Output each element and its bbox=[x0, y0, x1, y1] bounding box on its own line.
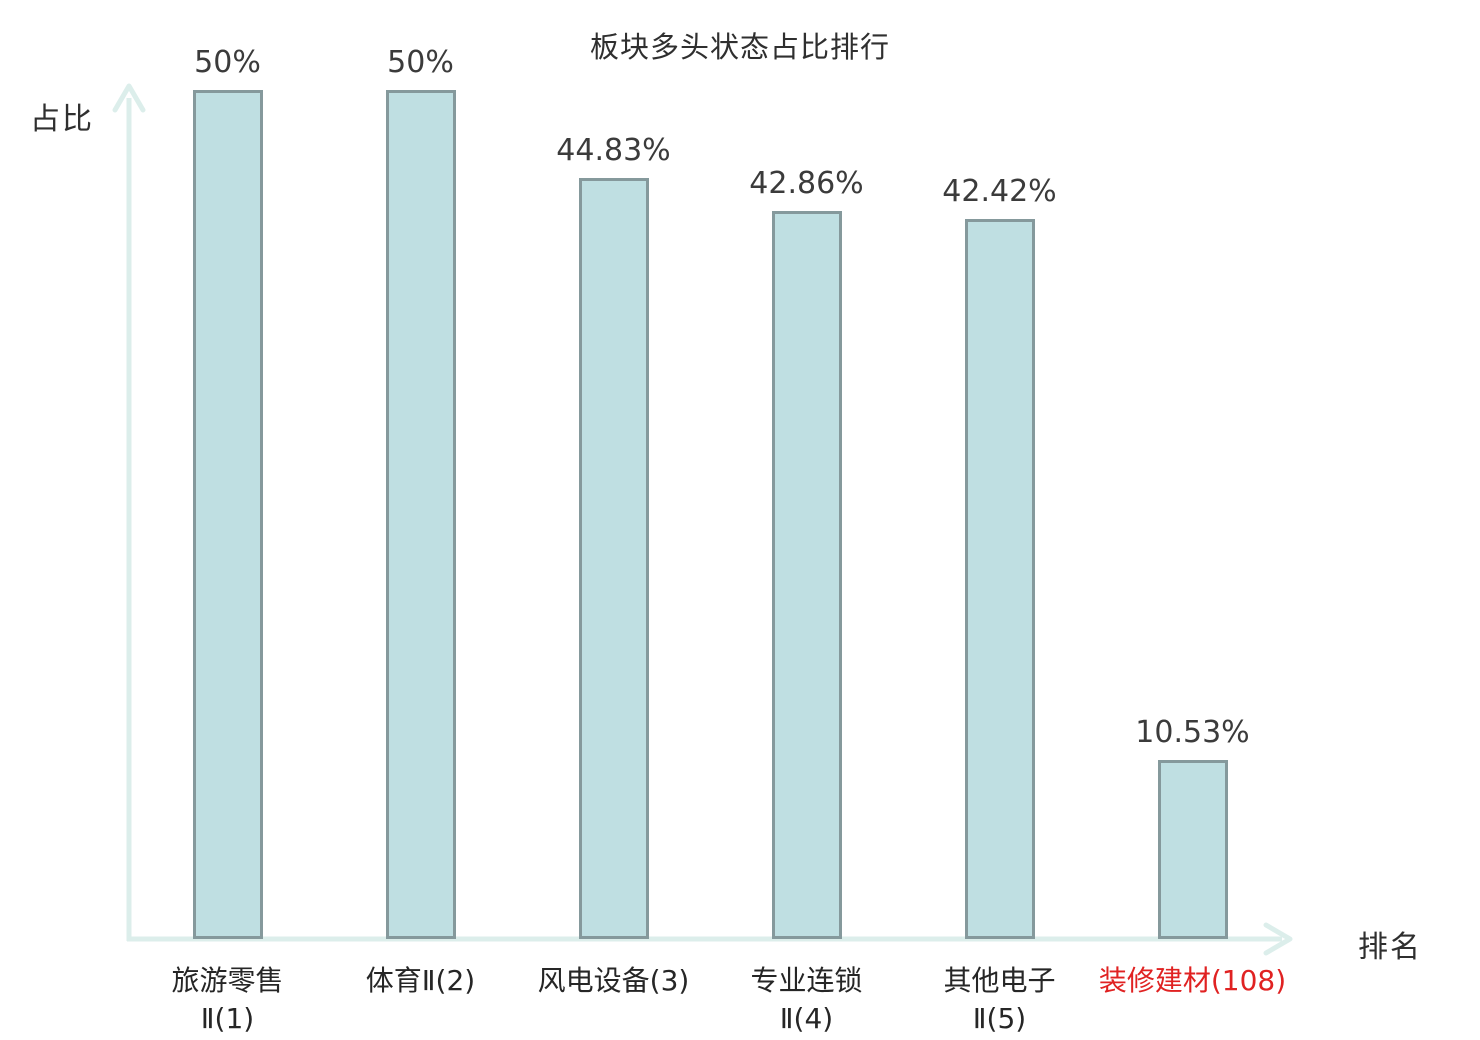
bar bbox=[578, 178, 649, 939]
category-label: 风电设备(3) bbox=[474, 962, 754, 1000]
bar-value-label: 42.42% bbox=[942, 174, 1057, 209]
category-label: 专业连锁 Ⅱ(4) bbox=[667, 962, 947, 1038]
x-axis-label: 排名 bbox=[1358, 930, 1422, 965]
category-label-line: Ⅱ(5) bbox=[972, 1002, 1027, 1035]
category-label-line: 风电设备(3) bbox=[537, 964, 690, 997]
bar-value-label: 42.86% bbox=[749, 166, 864, 201]
category-label: 其他电子 Ⅱ(5) bbox=[860, 962, 1140, 1038]
y-axis-label: 占比 bbox=[30, 102, 94, 137]
bar bbox=[385, 90, 456, 939]
category-label-line: 装修建材(108) bbox=[1098, 964, 1287, 997]
x-axis-arrow-icon bbox=[1263, 922, 1293, 956]
bar bbox=[192, 90, 263, 939]
category-label-line: 其他电子 bbox=[943, 964, 1056, 997]
category-label: 体育Ⅱ(2) bbox=[281, 962, 561, 1000]
bar-value-label: 50% bbox=[194, 45, 261, 80]
category-label-line: Ⅱ(4) bbox=[779, 1002, 834, 1035]
y-axis-arrow-icon bbox=[112, 83, 146, 113]
bar-value-label: 10.53% bbox=[1135, 715, 1250, 750]
bar bbox=[1157, 760, 1228, 939]
bar bbox=[964, 219, 1035, 939]
bar-value-label: 50% bbox=[387, 45, 454, 80]
category-label-line: 体育Ⅱ(2) bbox=[365, 964, 476, 997]
chart-title: 板块多头状态占比排行 bbox=[589, 30, 890, 64]
category-label-line: Ⅱ(1) bbox=[200, 1002, 255, 1035]
category-label-line: 专业连锁 bbox=[750, 964, 863, 997]
bar bbox=[771, 211, 842, 939]
category-label: 装修建材(108) bbox=[1053, 962, 1333, 1000]
category-label: 旅游零售 Ⅱ(1) bbox=[88, 962, 368, 1038]
category-label-line: 旅游零售 bbox=[171, 964, 284, 997]
bar-value-label: 44.83% bbox=[556, 133, 671, 168]
